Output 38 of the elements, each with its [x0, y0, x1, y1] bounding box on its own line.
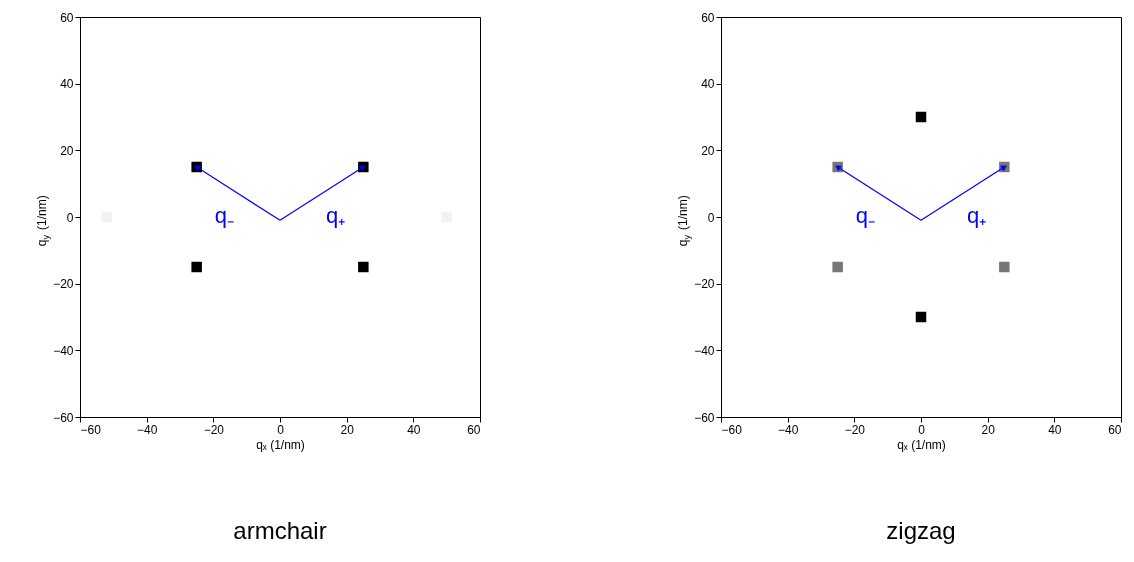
x-tick-label: −60	[80, 422, 102, 437]
x-tick-label: −60	[721, 422, 743, 437]
x-tick-label: 40	[1048, 422, 1062, 437]
y-tick-label: −20	[694, 277, 715, 292]
x-tick-label: 60	[1108, 422, 1122, 437]
text: zigzag	[886, 517, 956, 544]
x-axis-title: qₓ (1/nm)	[897, 437, 946, 452]
x-tick-label: −20	[844, 422, 866, 437]
x-tick-label: 40	[407, 422, 421, 437]
x-tick-label: −40	[136, 422, 158, 437]
y-tick-label: −40	[694, 343, 715, 358]
y-axis-title: qy (1/nm)	[676, 195, 692, 247]
x-tick-label: −40	[777, 422, 799, 437]
x-tick-label: 0	[918, 422, 926, 437]
y-tick-label: 20	[701, 143, 715, 158]
x-tick-label: 20	[340, 422, 355, 437]
x-tick-label: 60	[467, 422, 481, 437]
series-label: q₋	[855, 202, 875, 228]
y-tick-label: 60	[60, 10, 74, 25]
x-tick-label: −20	[203, 422, 225, 437]
series-label: q₊	[967, 202, 987, 228]
x-tick-label: 20	[981, 422, 996, 437]
y-tick-label: 0	[66, 210, 74, 225]
x-tick-label: 0	[277, 422, 285, 437]
series-label: q₊	[326, 202, 346, 228]
y-axis-title: qy (1/nm)	[35, 195, 51, 247]
y-tick-label: −60	[694, 410, 715, 425]
y-tick-label: −20	[53, 277, 74, 292]
y-tick-label: −60	[53, 410, 74, 425]
y-tick-label: 20	[60, 143, 74, 158]
series-label: q₋	[214, 202, 234, 228]
y-tick-label: 0	[707, 210, 715, 225]
text: armchair	[233, 517, 327, 544]
y-tick-label: −40	[53, 343, 74, 358]
y-tick-label: 40	[701, 77, 715, 92]
y-tick-label: 40	[60, 77, 74, 92]
y-tick-label: 60	[701, 10, 715, 25]
x-axis-title: qₓ (1/nm)	[256, 437, 305, 452]
